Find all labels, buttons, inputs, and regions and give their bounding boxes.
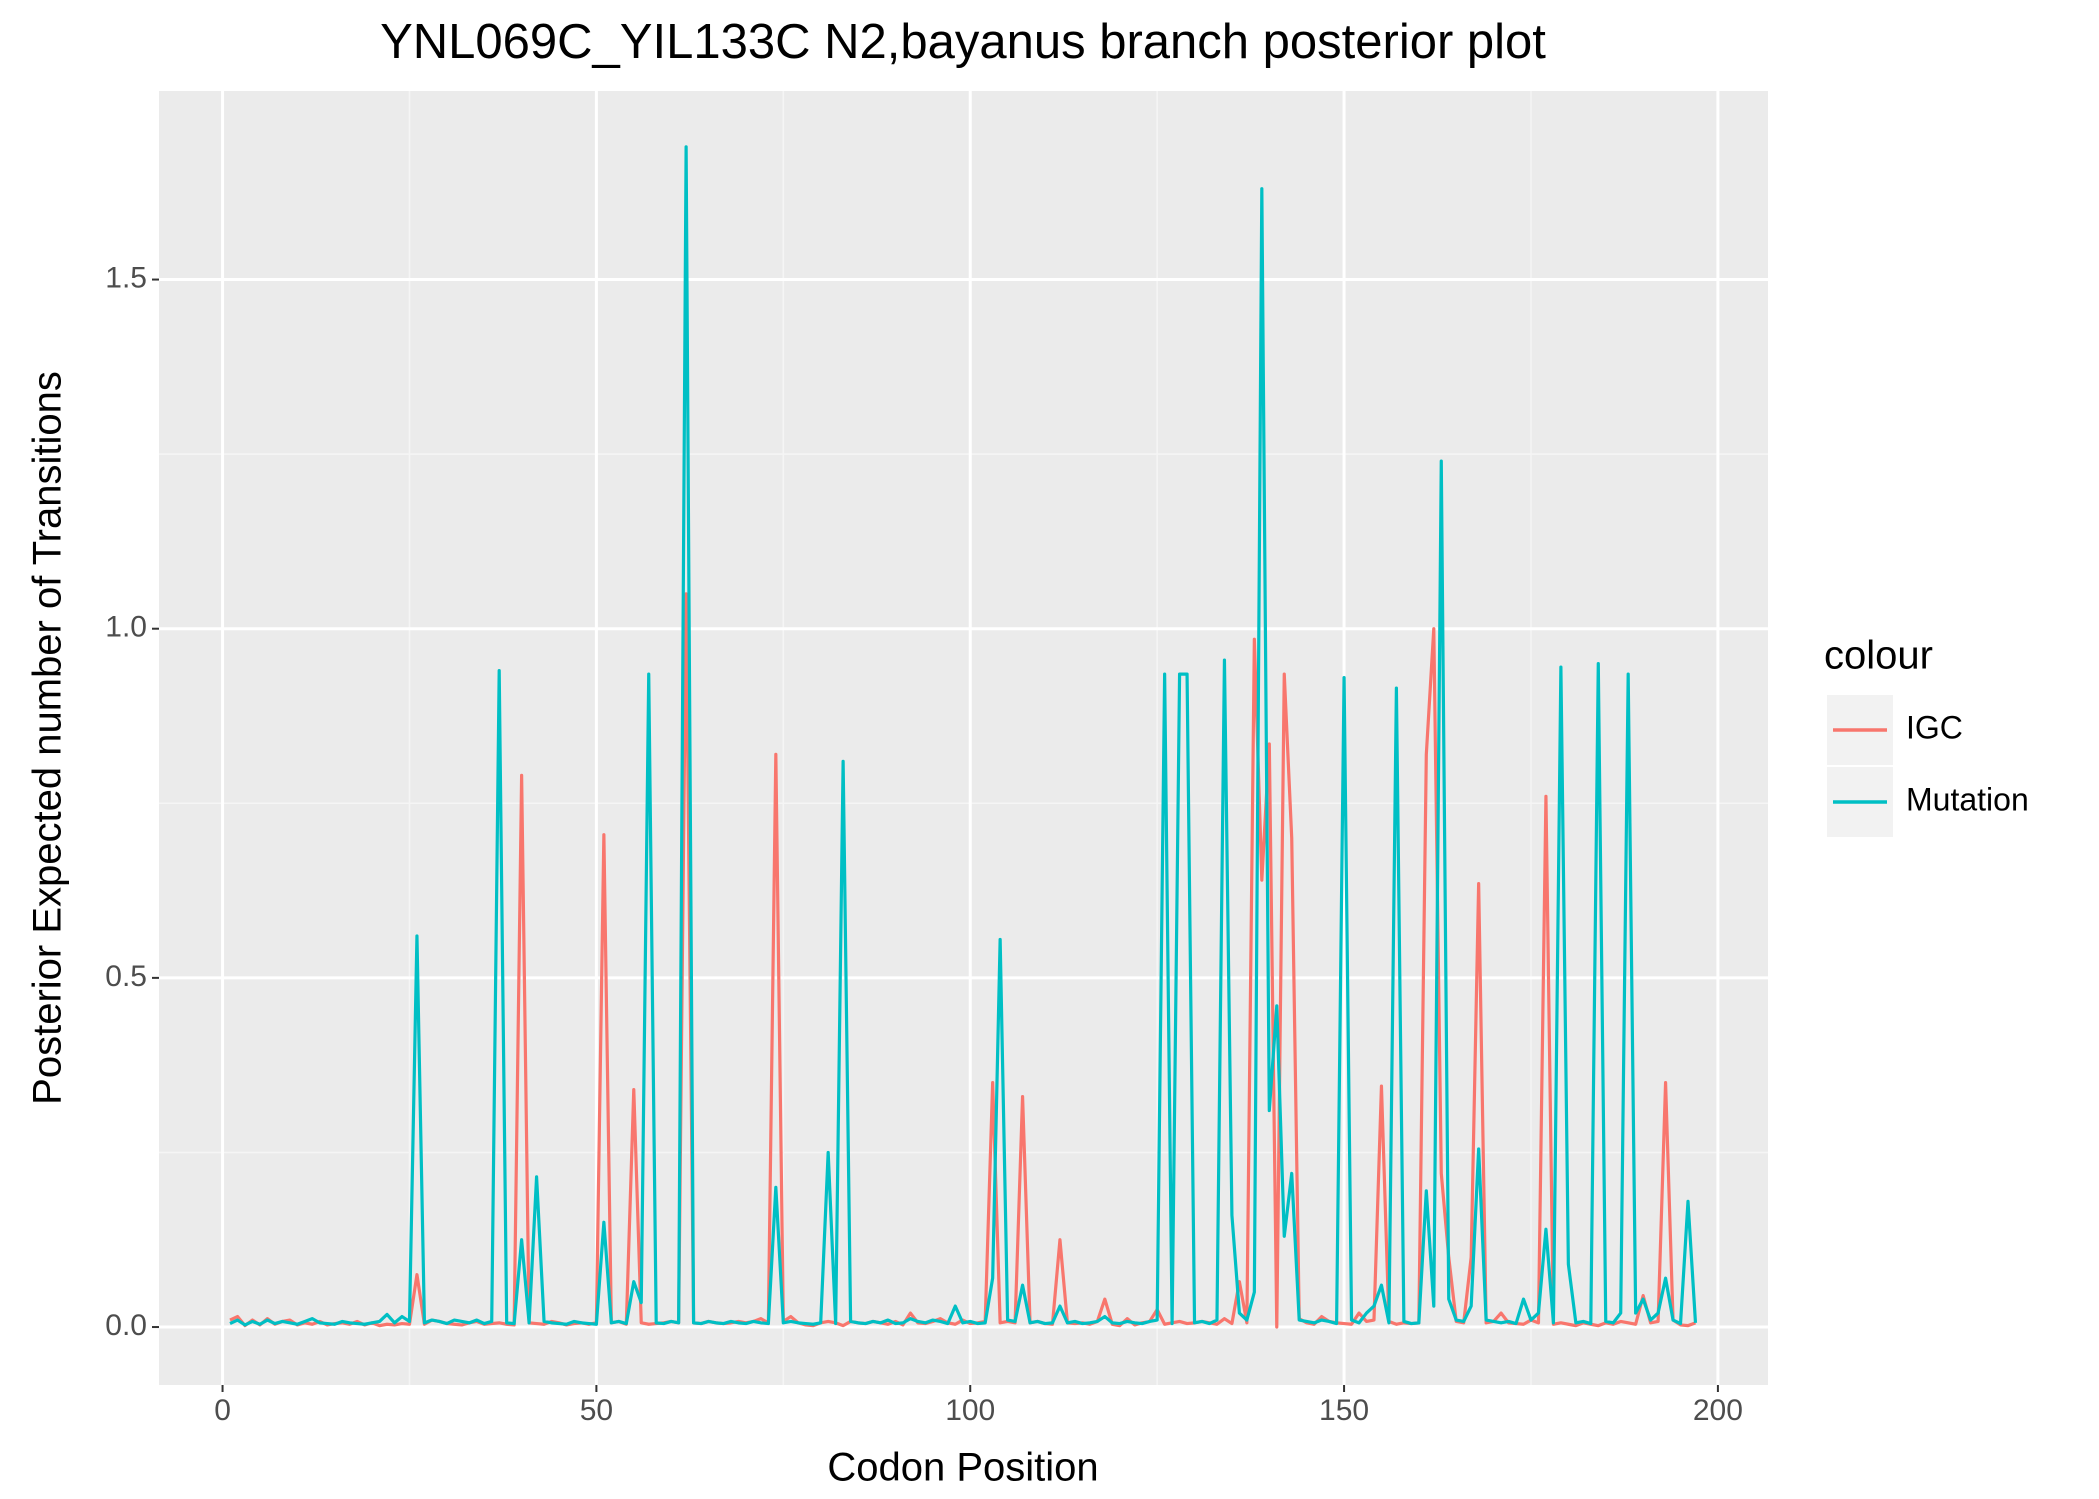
y-tick-label: 0.5: [105, 960, 147, 993]
y-tick-label: 1.5: [105, 261, 147, 294]
x-tick-label: 150: [1319, 1394, 1369, 1427]
legend-label: IGC: [1906, 709, 1963, 745]
x-tick-label: 0: [214, 1394, 231, 1427]
y-axis-title: Posterior Expected number of Transitions: [26, 371, 70, 1105]
legend-title: colour: [1824, 634, 1933, 678]
x-tick-label: 200: [1693, 1394, 1743, 1427]
y-tick-label: 1.0: [105, 611, 147, 644]
legend-label: Mutation: [1906, 781, 2029, 817]
x-tick-label: 100: [945, 1394, 995, 1427]
series-line: [229, 145, 1698, 1327]
plot-panel: [159, 91, 1768, 1385]
x-axis-title: Codon Position: [827, 1446, 1098, 1490]
x-tick-label: 50: [580, 1394, 613, 1427]
chart-title: YNL069C_YIL133C N2,bayanus branch poster…: [380, 15, 1546, 69]
y-tick-label: 0.0: [105, 1309, 147, 1342]
